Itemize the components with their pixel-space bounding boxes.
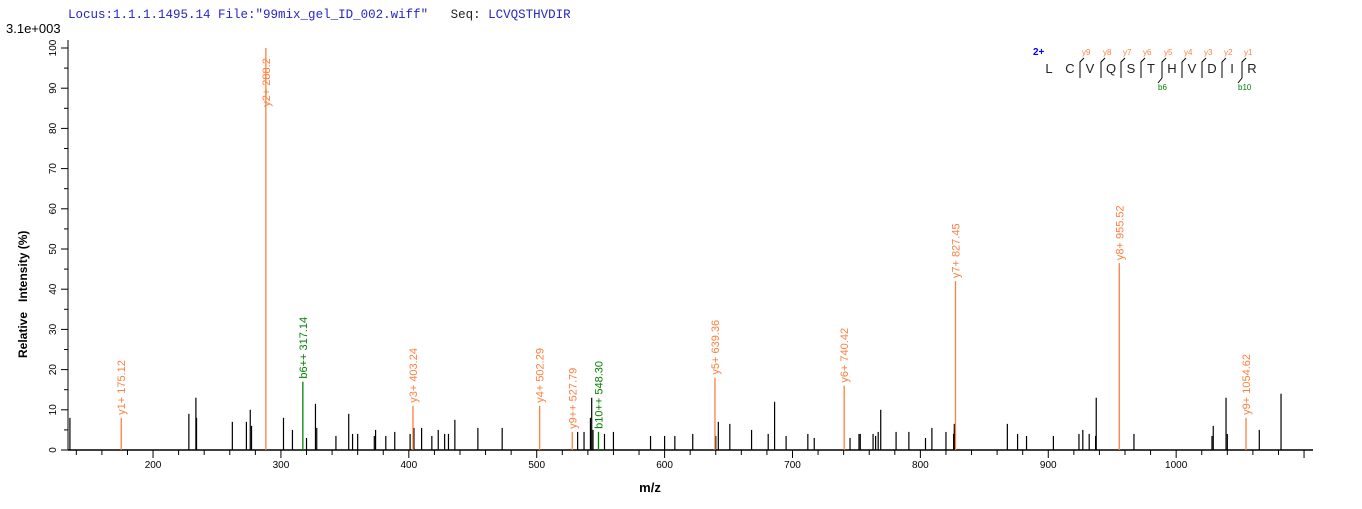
residue: R xyxy=(1247,61,1256,76)
x-tick-label: 400 xyxy=(400,460,417,471)
x-tick-label: 200 xyxy=(145,460,162,471)
x-tick-label: 1000 xyxy=(1165,460,1188,471)
y-cleavage-mark xyxy=(1221,57,1227,78)
peak-label: y7+ 827.45 xyxy=(950,223,962,278)
peak-label: y2+ 288.2 xyxy=(261,58,273,107)
intensity-scale-label: 3.1e+003 xyxy=(6,21,61,36)
y-ion-label: y3 xyxy=(1204,48,1213,57)
spectrum-header: Locus:1.1.1.1495.14 File:"99mix_gel_ID_0… xyxy=(68,8,571,22)
residue: C xyxy=(1065,61,1074,76)
y-tick-label: 30 xyxy=(48,323,59,335)
y-ion-label: y5 xyxy=(1164,48,1173,57)
peak-label: y9+ 1054.62 xyxy=(1241,354,1253,415)
peak-label: y6+ 740.42 xyxy=(839,328,851,383)
y-tick-label: 40 xyxy=(48,283,59,295)
x-axis-label: m/z xyxy=(639,480,661,495)
y-tick-label: 20 xyxy=(48,364,59,376)
seq-value: LCVQSTHVDIR xyxy=(488,8,571,22)
y-tick-label: 80 xyxy=(48,122,59,134)
x-tick-label: 900 xyxy=(1040,460,1057,471)
x-tick-label: 600 xyxy=(656,460,673,471)
y-tick-label: 90 xyxy=(48,82,59,94)
peak-label: y1+ 175.12 xyxy=(116,360,128,415)
y-ion-label: y9 xyxy=(1082,48,1091,57)
residue: V xyxy=(1086,61,1095,76)
y-tick-label: 60 xyxy=(48,203,59,215)
x-tick-label: 800 xyxy=(912,460,929,471)
y-tick-label: 0 xyxy=(48,447,59,453)
b-cleavage-mark xyxy=(1157,62,1163,84)
y-cleavage-mark xyxy=(1201,57,1207,78)
residue: S xyxy=(1127,61,1136,76)
peak-label: y9++ 527.79 xyxy=(567,368,579,429)
y-cleavage-mark xyxy=(1079,57,1085,78)
y-cleavage-mark xyxy=(1120,57,1126,78)
y-tick-label: 50 xyxy=(48,243,59,255)
y-cleavage-mark xyxy=(1241,57,1247,78)
residue: V xyxy=(1188,61,1197,76)
y-ion-label: y6 xyxy=(1143,48,1152,57)
y-axis-label: Relative Intensity (%) xyxy=(16,231,30,358)
x-tick-label: 300 xyxy=(273,460,290,471)
y-cleavage-mark xyxy=(1140,57,1146,78)
residue: L xyxy=(1045,61,1052,76)
y-ion-label: y8 xyxy=(1103,48,1112,57)
peak-label: y8+ 955.52 xyxy=(1114,205,1126,260)
residue: D xyxy=(1207,61,1216,76)
y-tick-label: 100 xyxy=(48,39,59,56)
peak-label: y5+ 639.36 xyxy=(710,320,722,375)
b-cleavage-mark xyxy=(1237,62,1243,84)
y-ion-label: y7 xyxy=(1123,48,1132,57)
residue: T xyxy=(1147,61,1155,76)
peak-label: y4+ 502.29 xyxy=(535,348,547,403)
charge-label: 2+ xyxy=(1033,47,1045,58)
y-cleavage-mark xyxy=(1161,57,1167,78)
peak-label: y3+ 403.24 xyxy=(408,348,420,403)
x-tick-label: 500 xyxy=(528,460,545,471)
locus-label: Locus:1.1.1.1495.14 xyxy=(68,8,211,22)
residue: Q xyxy=(1106,61,1116,76)
b-ion-label: b6 xyxy=(1158,83,1167,92)
y-cleavage-mark xyxy=(1181,57,1187,78)
y-ion-label: y4 xyxy=(1184,48,1193,57)
y-cleavage-mark xyxy=(1100,57,1106,78)
peak-label: b6++ 317.14 xyxy=(298,317,310,379)
y-ion-label: y1 xyxy=(1244,48,1253,57)
y-tick-label: 10 xyxy=(48,404,59,416)
file-label: File:"99mix_gel_ID_002.wiff" xyxy=(218,8,429,22)
peak-label: b10++ 548.30 xyxy=(593,361,605,429)
b-ion-label: b10 xyxy=(1238,83,1252,92)
residue: I xyxy=(1230,61,1234,76)
residue: H xyxy=(1167,61,1176,76)
seq-key: Seq: xyxy=(450,8,481,22)
y-ion-label: y2 xyxy=(1224,48,1233,57)
x-tick-label: 700 xyxy=(784,460,801,471)
y-tick-label: 70 xyxy=(48,163,59,175)
